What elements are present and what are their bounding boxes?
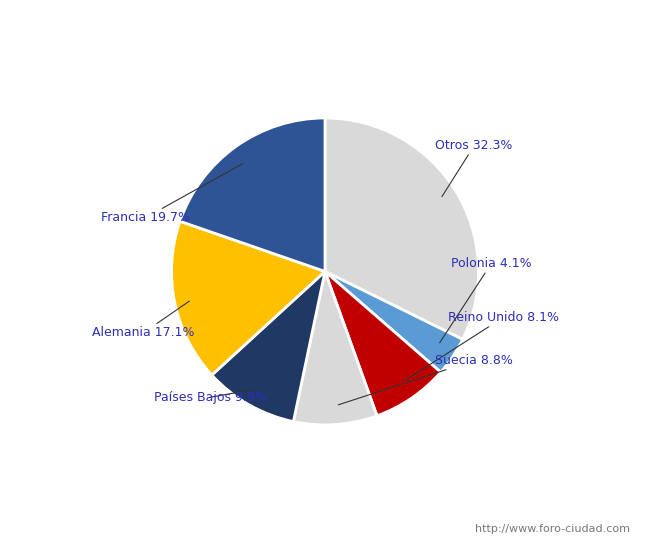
Text: Países Bajos 9.9%: Países Bajos 9.9%: [154, 389, 266, 404]
Text: Polonia 4.1%: Polonia 4.1%: [439, 257, 532, 343]
Text: Francia 19.7%: Francia 19.7%: [101, 163, 243, 224]
Wedge shape: [325, 118, 478, 339]
Wedge shape: [325, 272, 441, 416]
Text: Reino Unido 8.1%: Reino Unido 8.1%: [405, 311, 559, 381]
Text: http://www.foro-ciudad.com: http://www.foro-ciudad.com: [476, 524, 630, 534]
Text: Otros 32.3%: Otros 32.3%: [436, 139, 513, 196]
Text: Carreño - Turistas extranjeros según país - Octubre de 2024: Carreño - Turistas extranjeros según paí…: [77, 12, 573, 31]
Wedge shape: [172, 221, 325, 375]
Wedge shape: [212, 272, 325, 422]
Wedge shape: [180, 118, 325, 272]
Text: Alemania 17.1%: Alemania 17.1%: [92, 301, 194, 339]
Wedge shape: [325, 272, 463, 372]
Text: Suecia 8.8%: Suecia 8.8%: [338, 354, 514, 405]
Wedge shape: [293, 272, 377, 425]
